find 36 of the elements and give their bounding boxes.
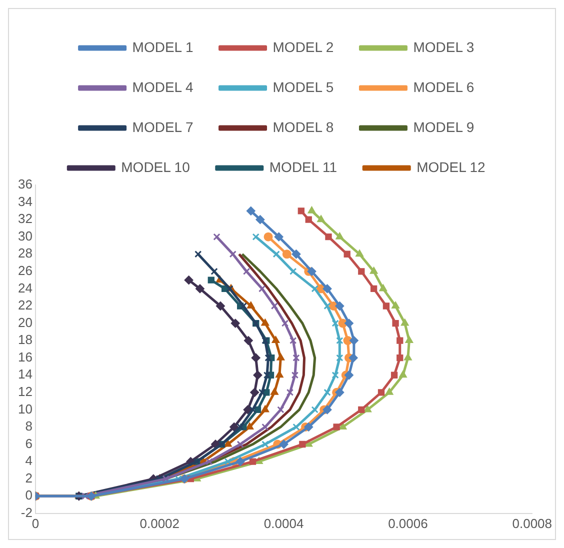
y-tick-label: 0 — [25, 488, 32, 503]
x-tick-label: 0.0008 — [512, 516, 552, 531]
y-tick-label: 4 — [25, 453, 32, 468]
legend-label: MODEL 3 — [413, 38, 474, 55]
y-tick-label: 2 — [25, 470, 32, 486]
y-tick-label: 12 — [18, 384, 32, 399]
legend-label: MODEL 2 — [272, 38, 334, 55]
x-tick-label: 0.0004 — [264, 516, 304, 531]
legend-label: MODEL 1 — [132, 38, 194, 55]
y-tick-label: 10 — [18, 401, 32, 416]
y-tick-label: 26 — [18, 263, 32, 278]
y-tick-label: 6 — [25, 436, 32, 451]
y-tick-label: 18 — [18, 332, 32, 348]
legend-label: MODEL 4 — [132, 78, 194, 95]
legend-label: MODEL 12 — [416, 158, 486, 175]
legend-label: MODEL 8 — [272, 118, 334, 135]
legend-label: MODEL 9 — [413, 118, 474, 135]
y-tick-label: 34 — [18, 194, 32, 209]
y-tick-label: 20 — [18, 314, 32, 330]
x-tick-label: 0.0006 — [388, 516, 428, 531]
y-tick-label: -2 — [20, 504, 32, 520]
y-tick-label: 30 — [18, 228, 32, 244]
y-tick-label: 36 — [18, 176, 32, 192]
x-tick-label: 0.0002 — [140, 516, 180, 531]
legend-label: MODEL 5 — [272, 78, 334, 95]
legend-label: MODEL 7 — [132, 118, 194, 135]
legend-label: MODEL 6 — [413, 78, 474, 95]
y-tick-label: 28 — [18, 246, 32, 261]
y-tick-label: 22 — [18, 298, 32, 313]
y-tick-label: 16 — [18, 349, 32, 364]
y-tick-label: 32 — [18, 211, 32, 226]
legend-label: MODEL 11 — [269, 158, 338, 175]
y-tick-label: 14 — [18, 366, 32, 382]
y-tick-label: 8 — [25, 418, 32, 434]
y-tick-label: 24 — [18, 280, 32, 296]
legend-label: MODEL 10 — [121, 158, 190, 175]
